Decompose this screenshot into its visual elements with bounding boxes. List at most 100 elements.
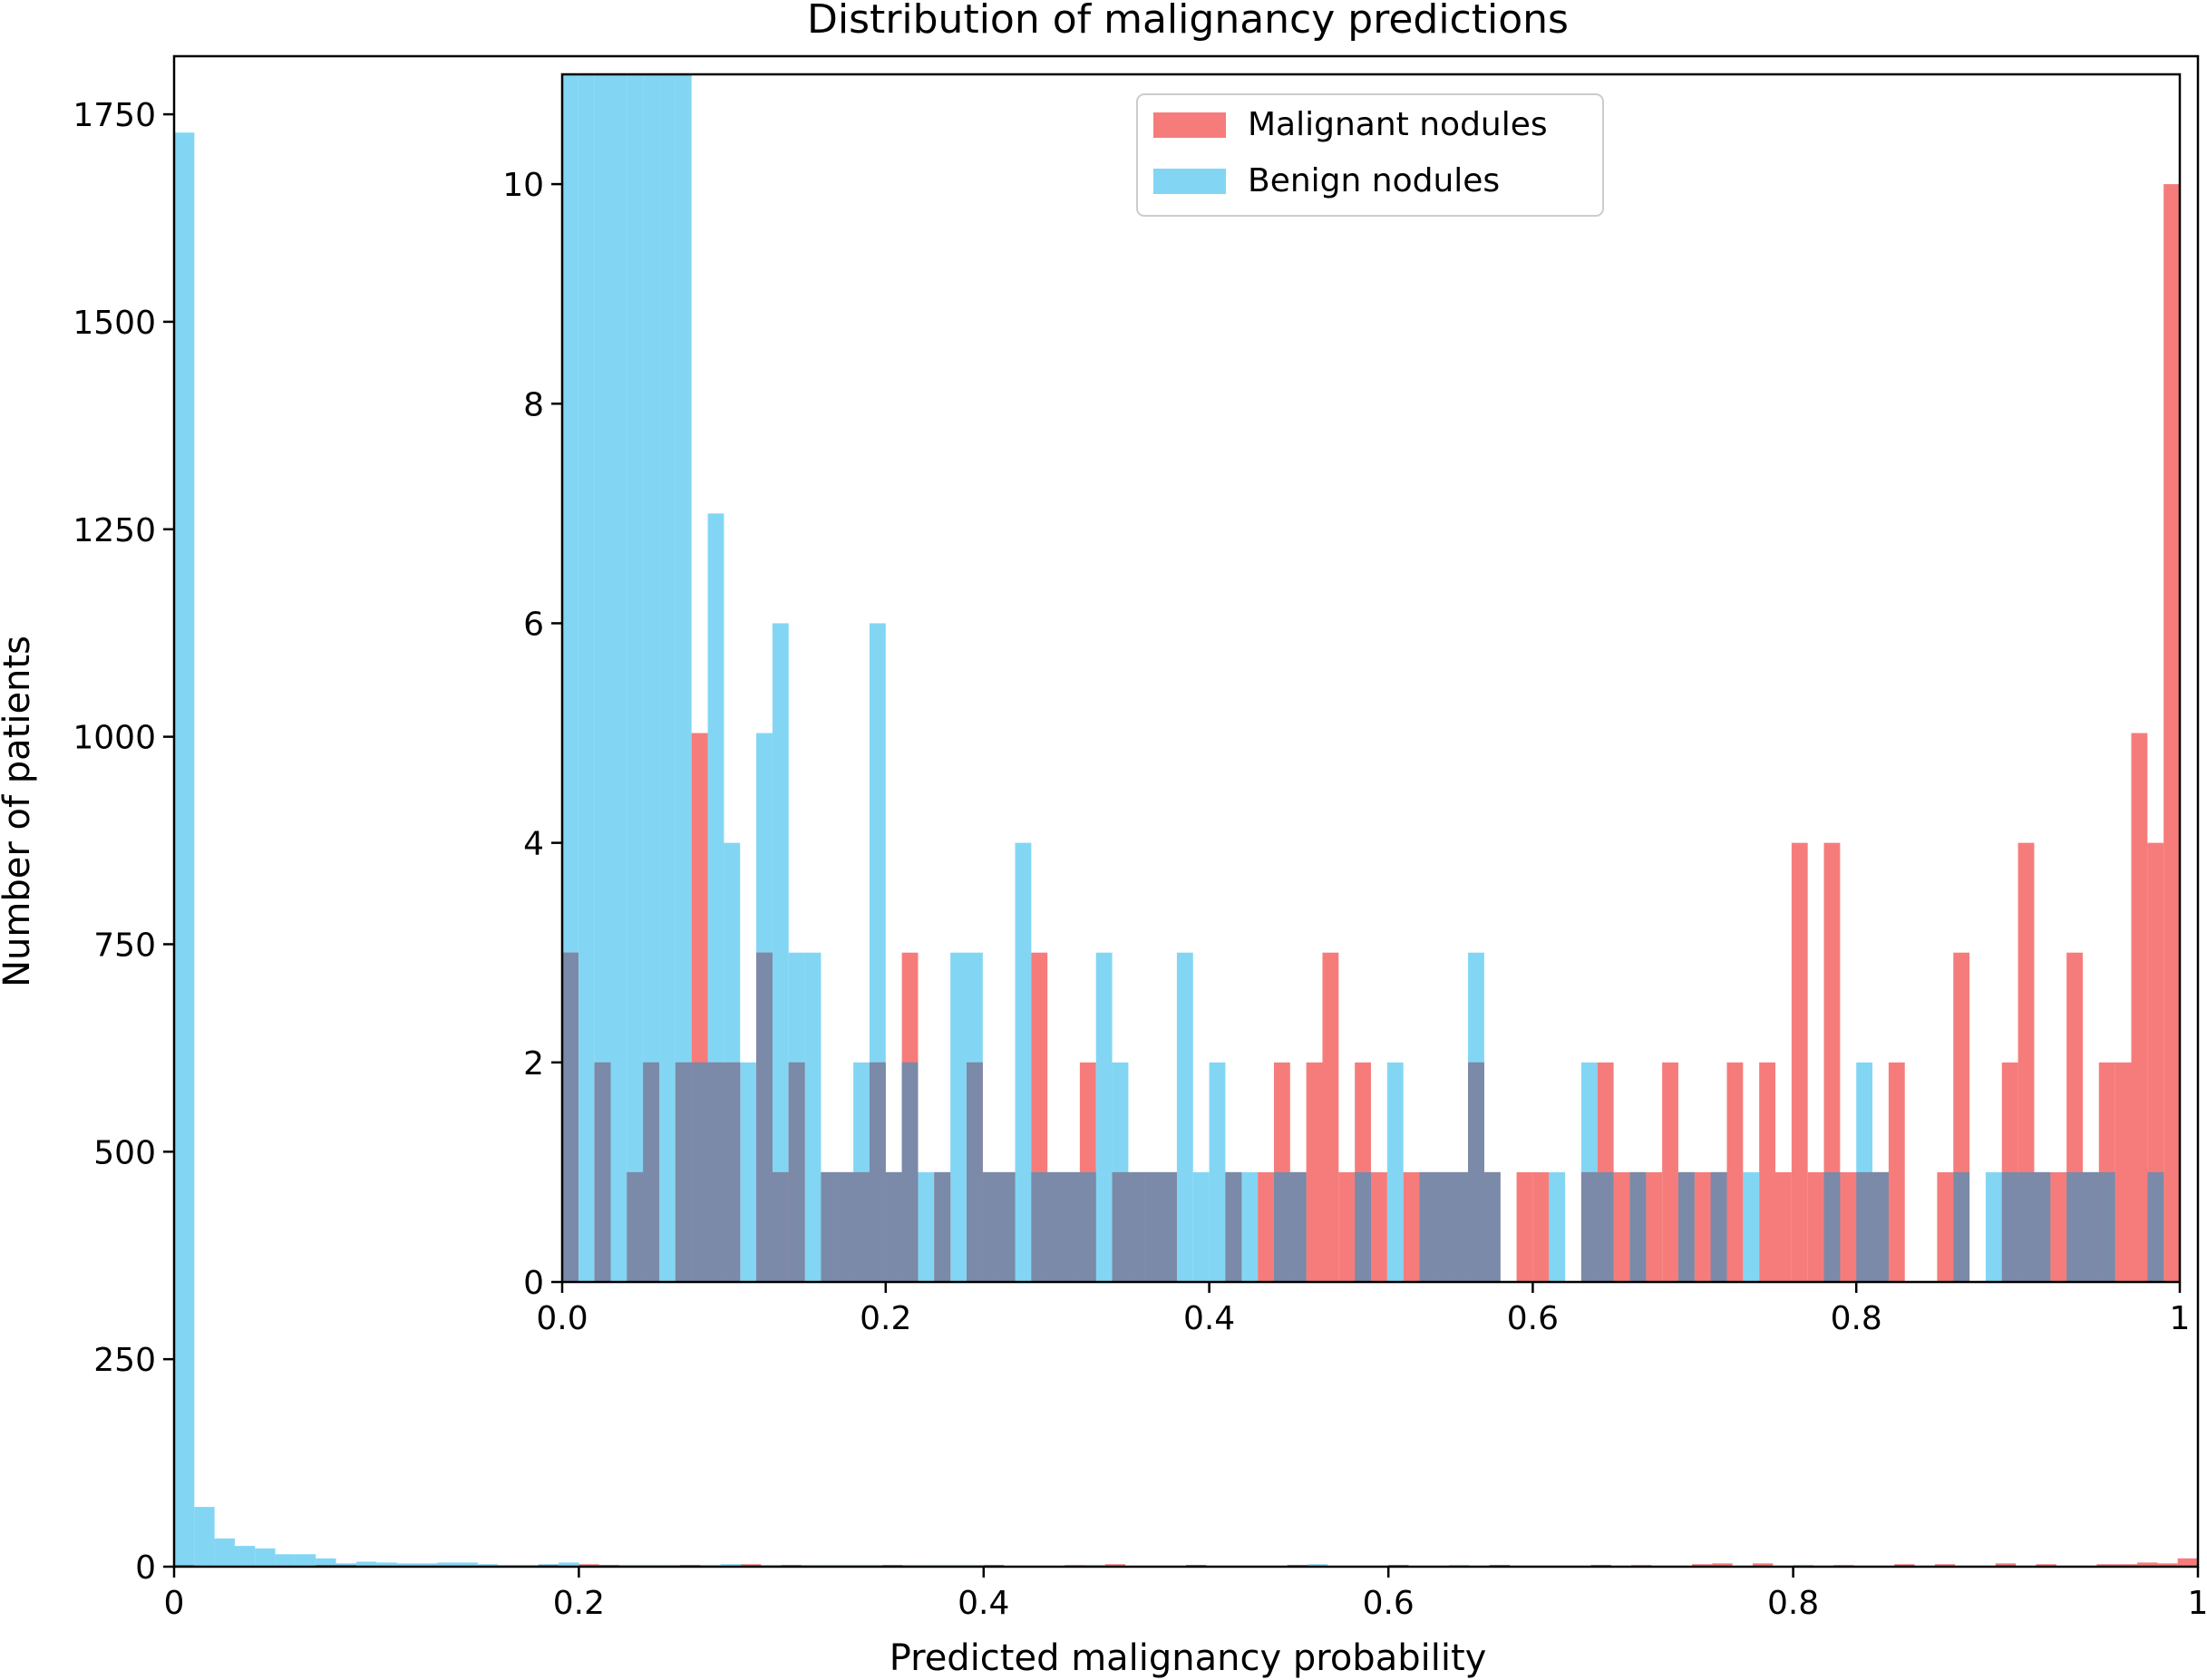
- inset-bar-malignant: [2050, 1171, 2067, 1282]
- inset-bar-malignant: [1532, 1171, 1550, 1282]
- y-tick-label: 1000: [73, 720, 156, 757]
- inset-bar-overlap: [885, 1171, 902, 1282]
- inset-bar-benign: [918, 1171, 935, 1282]
- inset-bar-malignant: [1888, 1062, 1905, 1282]
- y-tick-label: 2: [523, 1045, 544, 1083]
- inset-bar-benign: [1209, 1062, 1226, 1282]
- inset-bar-benign: [772, 623, 789, 1282]
- x-tick-label: 0.4: [1183, 1300, 1235, 1337]
- inset-bar-benign: [1095, 952, 1113, 1282]
- inset-bar-overlap: [1629, 1171, 1647, 1282]
- main-axes-frame: [172, 54, 2200, 1568]
- inset-bar-overlap: [1872, 1171, 1889, 1282]
- inset-bar-overlap: [1161, 1171, 1177, 1282]
- inset-bar-overlap: [1047, 1171, 1065, 1282]
- inset-bar-malignant: [1306, 1062, 1323, 1282]
- inset-bar-malignant: [1791, 842, 1808, 1282]
- inset-bar-overlap: [1710, 1171, 1727, 1282]
- inset-bar-overlap: [2082, 1171, 2099, 1282]
- inset-bar-benign: [1386, 1062, 1404, 1282]
- inset-bar-benign: [740, 1062, 757, 1282]
- main-bar-malignant: [1692, 1564, 1713, 1567]
- main-x-ticks: 0 0.2 0.4 0.6 0.8 1: [164, 1567, 2207, 1622]
- y-tick-label: 4: [523, 826, 544, 863]
- x-tick-label: 0.2: [553, 1585, 605, 1622]
- inset-bar-overlap: [691, 1062, 708, 1282]
- chart-title: Distribution of malignancy predictions: [807, 0, 1569, 43]
- inset-bar-overlap: [594, 1062, 611, 1282]
- inset-bar-benign: [659, 74, 676, 1282]
- inset-bar-overlap: [2034, 1171, 2051, 1282]
- main-bar-benign: [720, 1564, 741, 1567]
- main-bar-benign: [355, 1561, 377, 1567]
- main-bar-benign: [457, 1562, 478, 1567]
- main-bar-malignant: [1712, 1563, 1733, 1567]
- main-bar-benign: [214, 1538, 235, 1567]
- inset-bar-overlap: [2017, 1171, 2035, 1282]
- x-tick-label: 0.8: [1767, 1585, 1819, 1622]
- inset-bar-overlap: [1079, 1171, 1096, 1282]
- main-bar-benign: [255, 1548, 276, 1567]
- main-bar-malignant: [1752, 1563, 1774, 1567]
- main-bar-benign: [316, 1558, 336, 1567]
- main-bar-malignant: [1104, 1564, 1126, 1567]
- inset-bar-overlap: [967, 1062, 983, 1282]
- inset-bar-overlap: [1031, 1171, 1048, 1282]
- y-tick-label: 250: [93, 1342, 156, 1379]
- inset-bar-overlap: [1953, 1171, 1970, 1282]
- inset-bar-overlap: [982, 1171, 999, 1282]
- main-bar-benign: [234, 1546, 256, 1567]
- inset-bar-overlap: [707, 1062, 724, 1282]
- inset-bar-malignant: [1759, 1062, 1775, 1282]
- main-bar-malignant: [2137, 1562, 2158, 1567]
- inset-bar-malignant: [1694, 1171, 1711, 1282]
- main-bar-malignant: [2157, 1563, 2178, 1567]
- x-tick-label: 0.8: [1831, 1300, 1882, 1337]
- inset-bar-benign: [1743, 1171, 1760, 1282]
- main-bar-benign: [416, 1563, 438, 1567]
- inset-bar-malignant: [2131, 733, 2148, 1282]
- inset-bar-benign: [578, 74, 595, 1282]
- main-bar-benign: [275, 1554, 296, 1567]
- main-bar-benign: [396, 1563, 417, 1567]
- inset-x-ticks: 0.0 0.2 0.4 0.6 0.8 1: [536, 1282, 2190, 1337]
- inset-bar-malignant: [2163, 184, 2180, 1282]
- inset-bar-malignant: [1371, 1171, 1387, 1282]
- inset-bar-malignant: [1662, 1062, 1678, 1282]
- inset-bar-benign: [1192, 1171, 1210, 1282]
- inset-bar-overlap: [1355, 1171, 1371, 1282]
- inset-bar-benign: [594, 74, 611, 1282]
- legend: Malignant nodules Benign nodules: [1136, 93, 1604, 217]
- y-tick-label: 500: [93, 1134, 156, 1171]
- inset-bar-malignant: [1775, 1171, 1792, 1282]
- x-tick-label: 0.6: [1363, 1585, 1415, 1622]
- inset-bars: [562, 74, 2180, 1282]
- inset-bar-benign: [675, 74, 692, 1282]
- inset-bar-overlap: [901, 1062, 919, 1282]
- inset-bar-malignant: [1403, 1171, 1420, 1282]
- inset-bar-overlap: [1677, 1171, 1695, 1282]
- main-bar-benign: [437, 1562, 458, 1567]
- y-tick-label: 0: [135, 1549, 156, 1587]
- inset-bar-overlap: [2066, 1171, 2083, 1282]
- y-tick-label: 750: [93, 927, 156, 964]
- main-bar-benign: [174, 132, 195, 1568]
- main-bar-malignant: [2116, 1564, 2138, 1567]
- inset-bar-overlap: [1580, 1171, 1598, 1282]
- main-y-ticks: 0 250 500 750 1000 1250 1500 1750: [73, 97, 174, 1587]
- inset-bar-malignant: [1258, 1171, 1274, 1282]
- inset-bar-overlap: [2098, 1171, 2115, 1282]
- x-axis-label: Predicted malignancy probability: [890, 1637, 1487, 1679]
- inset-bar-benign: [627, 74, 644, 1282]
- inset-bar-overlap: [998, 1171, 1016, 1282]
- y-tick-label: 10: [502, 167, 544, 204]
- x-tick-label: 1: [2170, 1300, 2191, 1337]
- inset-bar-overlap: [1435, 1171, 1453, 1282]
- y-tick-label: 0: [523, 1265, 544, 1302]
- main-bar-malignant: [2036, 1564, 2056, 1567]
- legend-swatch-benign: [1153, 169, 1226, 194]
- y-tick-label: 8: [523, 386, 544, 423]
- legend-swatch-malignant: [1153, 112, 1226, 138]
- legend-label-malignant: Malignant nodules: [1248, 106, 1548, 143]
